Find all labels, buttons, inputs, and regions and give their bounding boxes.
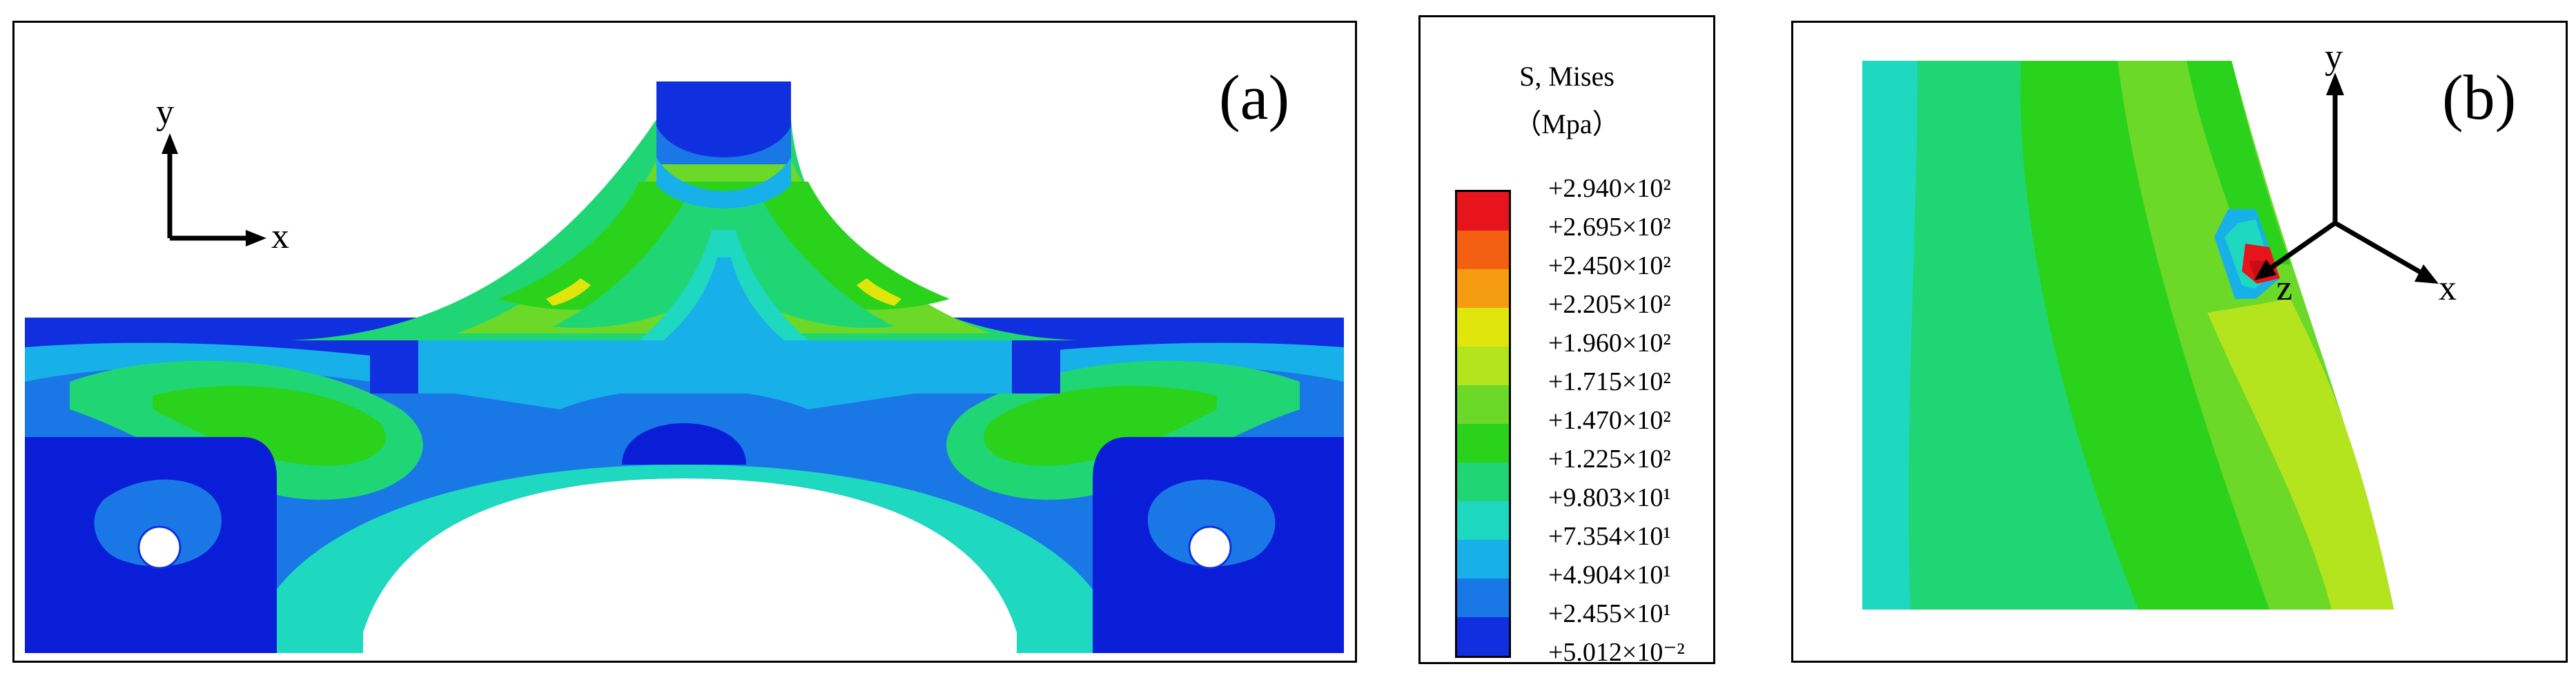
legend-tick-label: +2.450×10² <box>1548 251 1671 280</box>
legend-swatch <box>1457 308 1509 347</box>
shoulder-block <box>370 340 1060 394</box>
panel-a-stress-contour: y x (a) <box>12 21 1357 663</box>
legend-tick-label: +4.904×10¹ <box>1548 561 1671 590</box>
legend-tick-label: +2.455×10¹ <box>1548 599 1671 628</box>
panel-b-detail-contour: y x z (b) <box>1791 21 2568 663</box>
legend-tick-label: +1.225×10² <box>1548 445 1671 474</box>
legend-color-bar <box>1455 190 1511 658</box>
legend-swatch <box>1457 231 1509 269</box>
legend-tick-label: +1.470×10² <box>1548 406 1671 435</box>
legend-tick-label: +7.354×10¹ <box>1548 522 1671 551</box>
upper-member <box>291 81 1077 340</box>
contour-plot-a <box>25 81 1344 653</box>
legend-swatch <box>1457 347 1509 385</box>
legend-tick-label: +1.715×10² <box>1548 367 1671 396</box>
legend-swatch <box>1457 424 1509 463</box>
legend-swatch <box>1457 269 1509 308</box>
axis-label-y-a: y <box>156 93 174 132</box>
panel-label-a: (a) <box>1219 62 1290 133</box>
legend-swatch <box>1457 540 1509 579</box>
legend-tick-label: +5.012×10⁻² <box>1548 638 1685 664</box>
legend-swatch <box>1457 617 1509 656</box>
curved-section <box>1862 61 2394 610</box>
legend-unit: （Mpa） <box>1514 108 1620 139</box>
axis-indicator-a <box>162 133 266 246</box>
legend-tick-label: +1.960×10² <box>1548 329 1671 358</box>
legend-swatch <box>1457 385 1509 424</box>
legend-tick-label: +9.803×10¹ <box>1548 483 1671 512</box>
axis-label-z-b: z <box>2276 269 2293 308</box>
axis-label-x-b: x <box>2439 269 2457 308</box>
legend-swatch <box>1457 192 1509 231</box>
legend-swatch <box>1457 579 1509 617</box>
legend-tick-label: +2.205×10² <box>1548 290 1671 319</box>
panel-label-b: (b) <box>2442 62 2517 133</box>
contour-plot-b <box>1862 61 2439 610</box>
axis-label-y-b: y <box>2325 37 2343 77</box>
stress-legend: S, Mises （Mpa） +2.940×10² +2.695×10² +2.45… <box>1418 15 1715 664</box>
legend-title: S, Mises <box>1519 61 1614 92</box>
legend-tick-label: +2.695×10² <box>1548 213 1671 242</box>
legend-tick-label: +2.940×10² <box>1548 174 1671 203</box>
axis-indicator-b <box>2254 72 2439 284</box>
legend-swatch <box>1457 501 1509 540</box>
legend-swatch <box>1457 463 1509 501</box>
axis-label-x-a: x <box>271 217 289 256</box>
